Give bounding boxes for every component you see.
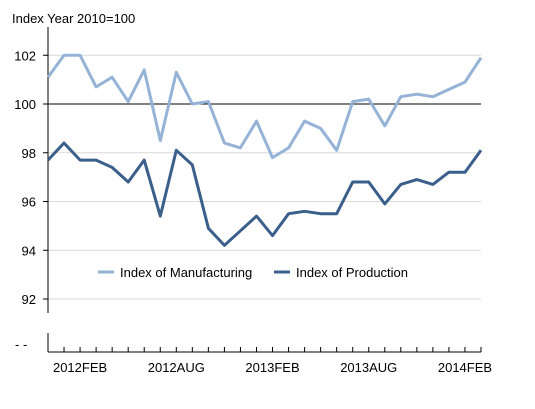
series-line-index-of-manufacturing bbox=[46, 53, 483, 160]
y-tick-label-94: 94 bbox=[22, 243, 36, 258]
x-tick-label-2013FEB: 2013FEB bbox=[245, 360, 299, 375]
y-axis-ticks: 92 94 96 98 100 102 bbox=[14, 48, 48, 307]
series-line-index-of-production bbox=[46, 141, 483, 247]
y-tick-label-96: 96 bbox=[22, 195, 36, 210]
y-tick-label-98: 98 bbox=[22, 146, 36, 161]
legend-label-index-of-production: Index of Production bbox=[296, 265, 408, 280]
y-tick-label-102: 102 bbox=[14, 48, 36, 63]
x-tick-label-2012FEB: 2012FEB bbox=[53, 360, 107, 375]
legend: Index of Manufacturing Index of Productio… bbox=[98, 265, 408, 280]
y-tick-label-92: 92 bbox=[22, 292, 36, 307]
x-tick-label-2013AUG: 2013AUG bbox=[340, 360, 397, 375]
legend-label-index-of-manufacturing: Index of Manufacturing bbox=[120, 265, 252, 280]
y-tick-label-100: 100 bbox=[14, 97, 36, 112]
gridlines bbox=[48, 54, 481, 300]
x-tick-label-2014FEB: 2014FEB bbox=[438, 360, 492, 375]
axes bbox=[47, 27, 481, 353]
y-axis-title: Index Year 2010=100 bbox=[12, 11, 135, 26]
axis-break-label: - - bbox=[15, 337, 27, 352]
x-tick-label-2012AUG: 2012AUG bbox=[148, 360, 205, 375]
x-axis-ticks: 2012FEB 2012AUG 2013FEB 2013AUG 2014FEB bbox=[47, 347, 492, 375]
series-lines bbox=[46, 53, 483, 247]
